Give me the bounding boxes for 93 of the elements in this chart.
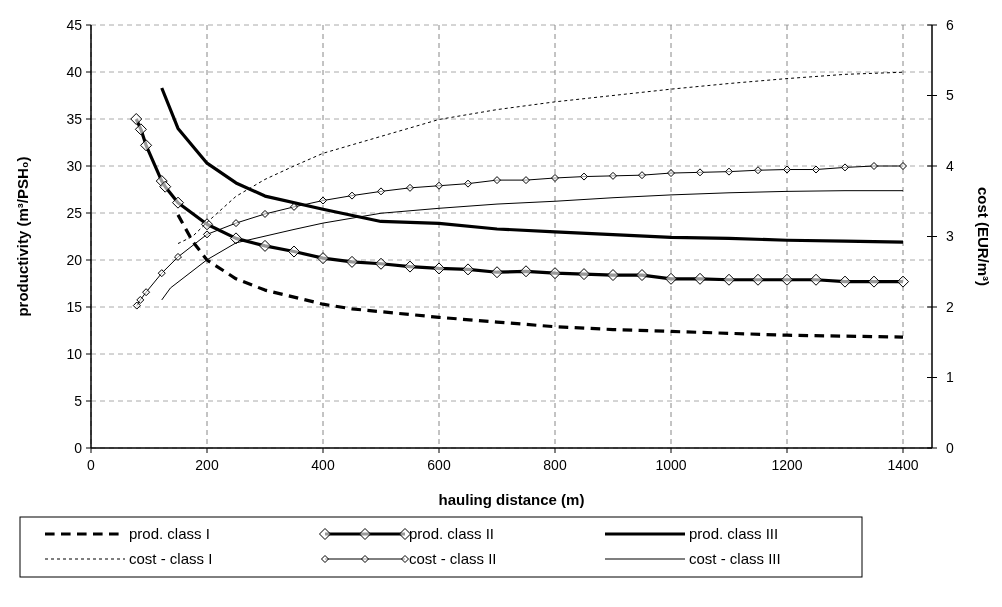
point <box>520 265 532 278</box>
point <box>696 168 704 177</box>
point <box>290 202 298 211</box>
legend-label: prod. class I <box>129 525 210 543</box>
point <box>159 180 172 193</box>
point <box>230 232 242 245</box>
y2-tick-label: 6 <box>946 16 954 33</box>
point <box>665 272 677 285</box>
y-tick-label: 5 <box>74 392 83 409</box>
y2-tick-label: 1 <box>946 369 954 386</box>
point <box>377 187 385 196</box>
x-tick-label: 1000 <box>655 457 687 473</box>
y-tick-label: 20 <box>66 251 83 268</box>
point <box>259 239 271 252</box>
point <box>783 165 791 174</box>
point <box>839 275 851 288</box>
point <box>346 255 358 268</box>
point <box>841 163 849 172</box>
point <box>899 162 907 170</box>
point <box>142 288 151 297</box>
point <box>288 245 300 258</box>
y2-tick-label: 4 <box>946 157 954 174</box>
y-tick-label: 30 <box>66 157 83 174</box>
point <box>130 113 143 125</box>
point <box>462 263 474 276</box>
legend-label: prod. class III <box>689 525 779 543</box>
legend-label: cost - class III <box>689 550 781 568</box>
x-axis-title: hauling distance (m) <box>438 491 585 508</box>
x-tick-label: 0 <box>87 457 96 473</box>
x-tick-label: 1200 <box>771 457 803 473</box>
point <box>609 171 617 180</box>
point <box>348 191 356 200</box>
point <box>136 295 145 304</box>
y2-tick-label: 3 <box>946 228 954 245</box>
point <box>725 167 733 176</box>
point <box>868 275 880 288</box>
point <box>549 267 561 280</box>
point <box>781 273 793 286</box>
point <box>580 172 588 181</box>
y-tick-label: 35 <box>66 110 83 127</box>
y2-tick-label: 2 <box>946 298 954 315</box>
point <box>433 262 445 275</box>
point <box>810 273 822 286</box>
point <box>491 266 503 279</box>
point <box>607 269 619 282</box>
point <box>667 169 675 178</box>
x-tick-label: 400 <box>311 457 335 473</box>
legend-label: prod. class II <box>409 525 495 543</box>
legend-label: cost - class I <box>129 550 213 568</box>
legend-label: cost - class II <box>409 550 497 568</box>
point <box>203 230 211 239</box>
point <box>317 252 329 265</box>
point <box>636 269 648 282</box>
point <box>897 275 909 288</box>
x-tick-label: 600 <box>427 457 451 473</box>
point <box>694 272 706 285</box>
point <box>261 209 269 218</box>
y2-tick-label: 0 <box>946 439 954 456</box>
y-tick-label: 45 <box>66 16 83 33</box>
y-tick-label: 40 <box>66 63 83 80</box>
point <box>319 196 327 205</box>
point <box>723 273 735 286</box>
point <box>464 179 472 188</box>
point <box>201 218 213 231</box>
point <box>578 268 590 281</box>
point <box>157 269 166 278</box>
point <box>493 176 501 185</box>
x-tick-label: 800 <box>543 457 567 473</box>
point <box>232 219 240 228</box>
point <box>134 123 147 136</box>
point <box>406 183 414 192</box>
y-tick-label: 10 <box>66 345 83 362</box>
y-tick-label: 15 <box>66 298 83 315</box>
point <box>522 176 530 185</box>
y-tick-label: 25 <box>66 204 83 221</box>
point <box>752 273 764 286</box>
y-axis-title: productivity (m³/PSH₀) <box>14 156 31 317</box>
point <box>375 257 387 270</box>
point <box>870 162 878 170</box>
y2-tick-label: 5 <box>946 87 954 104</box>
point <box>132 301 141 310</box>
x-tick-label: 200 <box>195 457 219 473</box>
point <box>140 139 153 152</box>
point <box>174 252 182 261</box>
point <box>172 196 184 209</box>
x-tick-label: 1400 <box>887 457 919 473</box>
point <box>551 173 559 182</box>
point <box>435 181 443 190</box>
point <box>638 171 646 180</box>
y-tick-label: 0 <box>74 439 83 456</box>
point <box>404 260 416 273</box>
y2-axis-title: cost (EUR/m³) <box>975 186 992 287</box>
point <box>754 166 762 175</box>
